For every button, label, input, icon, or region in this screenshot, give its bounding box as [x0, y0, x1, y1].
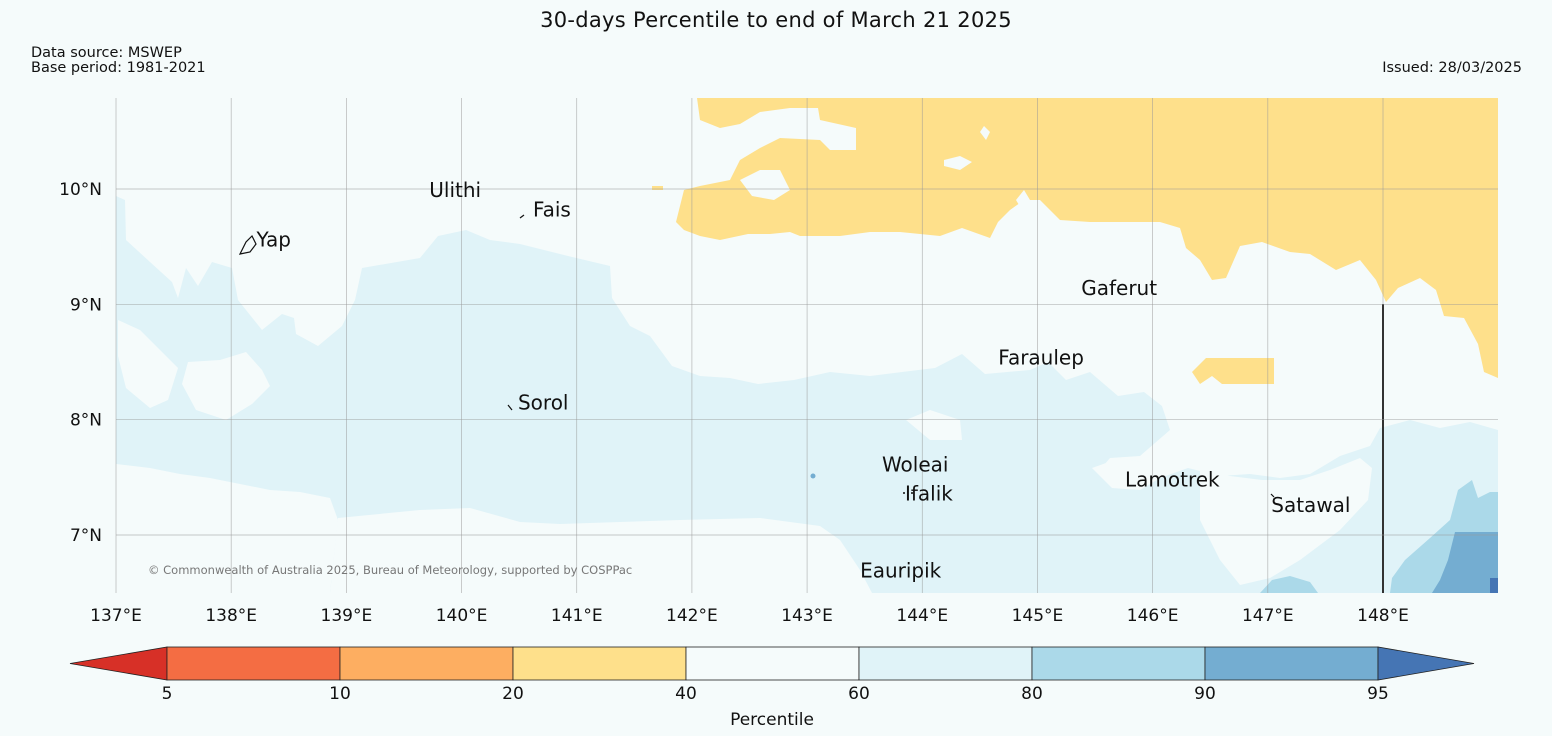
longitude-tick-label: 137°E — [90, 606, 142, 626]
longitude-tick-label: 147°E — [1242, 606, 1294, 626]
region-40-60-gap — [740, 170, 790, 200]
region-40-60-gap — [116, 464, 338, 593]
longitude-tick-label: 141°E — [551, 606, 603, 626]
region-20-40 — [676, 98, 1498, 378]
longitude-tick-label: 145°E — [1012, 606, 1064, 626]
longitude-tick-label: 139°E — [321, 606, 373, 626]
latitude-tick-label: 7°N — [70, 526, 102, 546]
latitude-labels: 7°N 8°N 9°N 10°N — [59, 180, 102, 546]
latitude-tick-label: 8°N — [70, 411, 102, 431]
latitude-tick-label: 9°N — [70, 295, 102, 315]
woleai-island-marker — [810, 473, 816, 479]
place-label-faraulep: Faraulep — [998, 345, 1084, 369]
longitude-tick-label: 148°E — [1357, 606, 1409, 626]
region-40-60-gap — [1016, 190, 1030, 210]
longitude-tick-label: 143°E — [781, 606, 833, 626]
colorbar-tick-label: 20 — [502, 684, 524, 704]
place-label-fais: Fais — [533, 198, 571, 222]
region-40-60-gap — [330, 508, 872, 593]
region-40-60-gap — [182, 352, 270, 420]
region-40-60-gap — [118, 320, 178, 408]
base-period: Base period: 1981-2021 — [31, 60, 206, 76]
longitude-labels: 137°E 138°E 139°E 140°E 141°E 142°E 143°E 144°E… — [90, 606, 1409, 626]
gridlines — [115, 98, 1498, 593]
fais-island-marker — [519, 214, 525, 219]
region-20-40 — [1192, 358, 1274, 384]
place-labels: Yap Ulithi Fais Sorol Gaferut Faraulep Woleai I… — [256, 178, 1351, 583]
satawal-island-marker — [1270, 493, 1275, 498]
region-40-60-gap — [906, 410, 962, 440]
region-above-95 — [1490, 578, 1498, 593]
issued-date: Issued: 28/03/2025 — [1382, 60, 1522, 76]
region-40-60-gap — [944, 156, 972, 170]
region-40-60-gap — [980, 126, 990, 140]
colorbar-segment — [685, 646, 860, 681]
copyright-notice: © Commonwealth of Australia 2025, Bureau… — [148, 563, 632, 577]
place-label-gaferut: Gaferut — [1081, 276, 1157, 300]
region-90-95 — [1432, 532, 1498, 593]
colorbar-segment — [339, 646, 514, 681]
colorbar-tick-label: 10 — [329, 684, 351, 704]
place-label-yap: Yap — [256, 228, 291, 252]
longitude-tick-label: 140°E — [436, 606, 488, 626]
longitude-tick-label: 144°E — [896, 606, 948, 626]
colorbar-tick-label: 5 — [162, 684, 173, 704]
place-label-sorol: Sorol — [518, 390, 569, 414]
colorbar-segment — [166, 646, 341, 681]
colorbar-segment-below-5 — [69, 646, 168, 681]
data-source: Data source: MSWEP — [31, 45, 182, 61]
chart-title: 30-days Percentile to end of March 21 20… — [540, 8, 1012, 32]
region-40-60-gap — [1092, 458, 1160, 490]
region-80-90 — [1260, 576, 1318, 593]
colorbar-tick-label: 60 — [848, 684, 870, 704]
place-label-woleai: Woleai — [882, 453, 949, 477]
colorbar-segment — [858, 646, 1033, 681]
yap-island-outline — [238, 234, 257, 255]
colorbar-segment-above-95 — [1377, 646, 1475, 681]
colorbar-segment — [512, 646, 687, 681]
colorbar-tick-label: 90 — [1194, 684, 1216, 704]
colorbar-tick-label: 80 — [1021, 684, 1043, 704]
ifalik-island-marker — [903, 492, 905, 494]
colorbar: 5 10 20 40 60 80 90 95 — [69, 646, 1475, 704]
place-label-satawal: Satawal — [1271, 493, 1350, 517]
metadata-block: Data source: MSWEP Base period: 1981-202… — [31, 46, 206, 76]
ifalik-island-marker — [911, 492, 913, 494]
longitude-tick-label: 138°E — [205, 606, 257, 626]
place-label-lamotrek: Lamotrek — [1125, 468, 1220, 492]
place-label-ulithi: Ulithi — [429, 178, 481, 202]
colorbar-segment — [1204, 646, 1379, 681]
colorbar-tick-label: 95 — [1367, 684, 1389, 704]
region-20-40 — [652, 186, 663, 190]
place-label-eauripik: Eauripik — [860, 559, 942, 583]
colorbar-tick-label: 40 — [675, 684, 697, 704]
colorbar-segment — [1031, 646, 1206, 681]
region-40-60-gap — [1200, 458, 1372, 585]
colorbar-title: Percentile — [730, 710, 814, 730]
latitude-tick-label: 10°N — [59, 180, 102, 200]
sorol-island-marker — [507, 404, 513, 411]
place-label-ifalik: Ifalik — [905, 481, 953, 505]
longitude-tick-label: 146°E — [1127, 606, 1179, 626]
longitude-tick-label: 142°E — [666, 606, 718, 626]
